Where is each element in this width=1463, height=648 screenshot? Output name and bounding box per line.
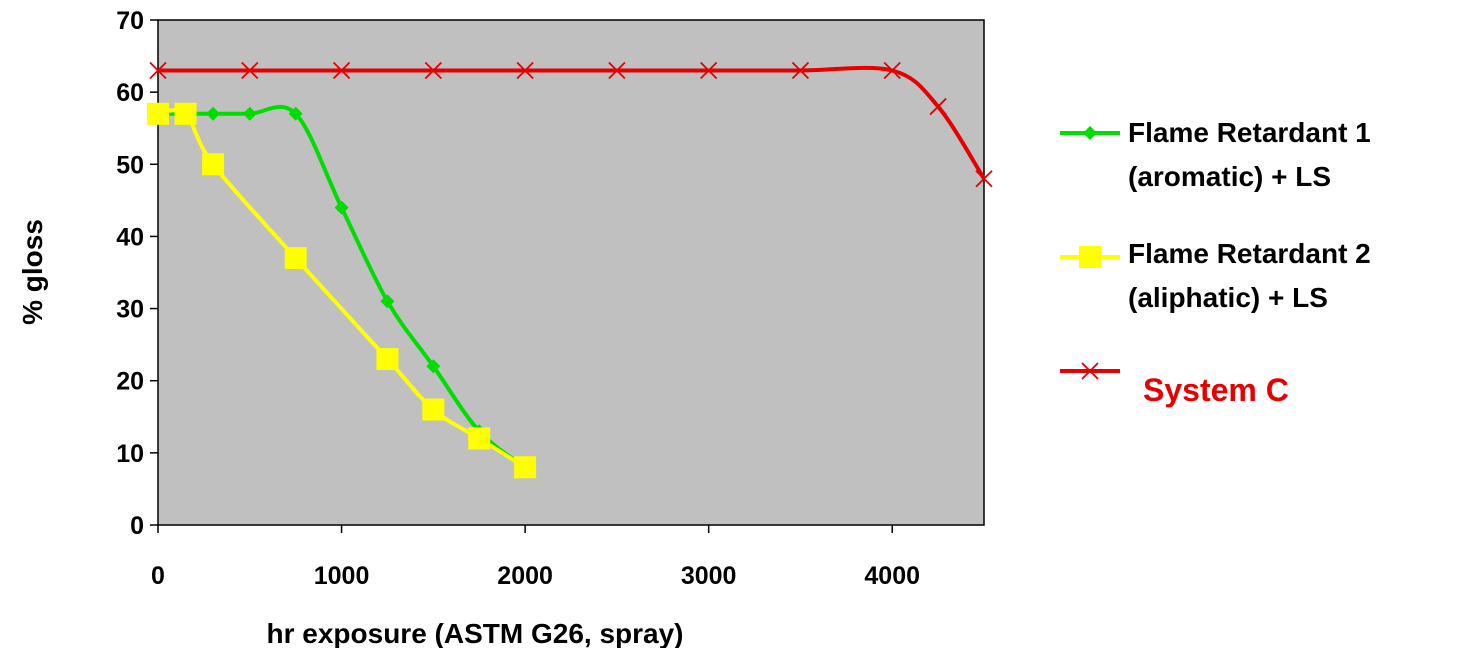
system-c-point — [975, 170, 993, 188]
y-tick-label: 10 — [116, 440, 144, 468]
system-c-point — [883, 61, 901, 80]
flame-retardant-1-point — [206, 106, 221, 121]
legend-label: Flame Retardant 1 — [1128, 117, 1371, 148]
system-c-point — [929, 97, 947, 116]
legend-label: System C — [1143, 372, 1289, 408]
flame-retardant-1-line — [158, 104, 527, 469]
system-c-point — [608, 61, 626, 80]
legend-label: (aromatic) + LS — [1128, 161, 1331, 192]
system-c-point — [700, 61, 718, 80]
flame-retardant-1-point — [288, 106, 303, 121]
system-c-point — [516, 61, 534, 80]
legend-label: Flame Retardant 2 — [1128, 238, 1371, 269]
y-tick-label: 0 — [130, 512, 144, 540]
legend-swatch-marker — [1083, 126, 1097, 140]
system-c-point — [149, 61, 167, 80]
legend-item-flame-retardant-2: Flame Retardant 2 (aliphatic) + LS — [1060, 238, 1371, 313]
system-c-point — [791, 61, 810, 80]
flame-retardant-1-point — [426, 359, 441, 374]
x-tick-label: 0 — [151, 562, 165, 590]
system-c-point — [332, 61, 351, 80]
legend-swatch-marker — [1079, 246, 1101, 268]
flame-retardant-2-point — [376, 348, 399, 371]
system-c-point — [424, 61, 442, 80]
y-tick-label: 40 — [116, 223, 144, 251]
legend-label: (aliphatic) + LS — [1128, 282, 1328, 313]
series-layer — [147, 61, 993, 479]
flame-retardant-2-point — [422, 398, 445, 421]
y-tick-label: 60 — [116, 79, 144, 107]
flame-retardant-1-point — [334, 200, 349, 215]
y-axis-title: % gloss — [17, 219, 48, 325]
flame-retardant-2-point — [284, 247, 307, 270]
plot-area — [157, 19, 985, 526]
flame-retardant-2-point — [202, 153, 225, 176]
flame-retardant-2-point — [174, 102, 197, 125]
flame-retardant-1-point — [242, 106, 257, 121]
y-tick-label: 30 — [116, 296, 144, 324]
system-c-series — [149, 61, 993, 188]
flame-retardant-2-point — [514, 456, 537, 479]
y-tick-label: 50 — [116, 151, 144, 179]
legend-swatch-marker — [1081, 362, 1099, 380]
x-tick-label: 3000 — [681, 562, 737, 590]
y-tick-label: 70 — [116, 7, 144, 35]
flame-retardant-2-series — [147, 102, 537, 479]
x-axis-title: hr exposure (ASTM G26, spray) — [266, 618, 683, 648]
flame-retardant-2-point — [468, 427, 491, 450]
x-tick-label: 4000 — [864, 562, 920, 590]
legend-item-flame-retardant-1: Flame Retardant 1 (aromatic) + LS — [1060, 117, 1371, 192]
x-tick-label: 2000 — [497, 562, 553, 590]
axes: 0 10 20 30 40 50 60 70 0 1000 2000 3000 4000 — [116, 7, 920, 590]
flame-retardant-2-point — [147, 102, 169, 125]
y-tick-label: 20 — [116, 368, 144, 396]
system-c-point — [241, 61, 259, 80]
legend-item-system-c: System C — [1060, 362, 1289, 408]
flame-retardant-1-point — [380, 294, 395, 309]
x-tick-label: 1000 — [314, 562, 370, 590]
